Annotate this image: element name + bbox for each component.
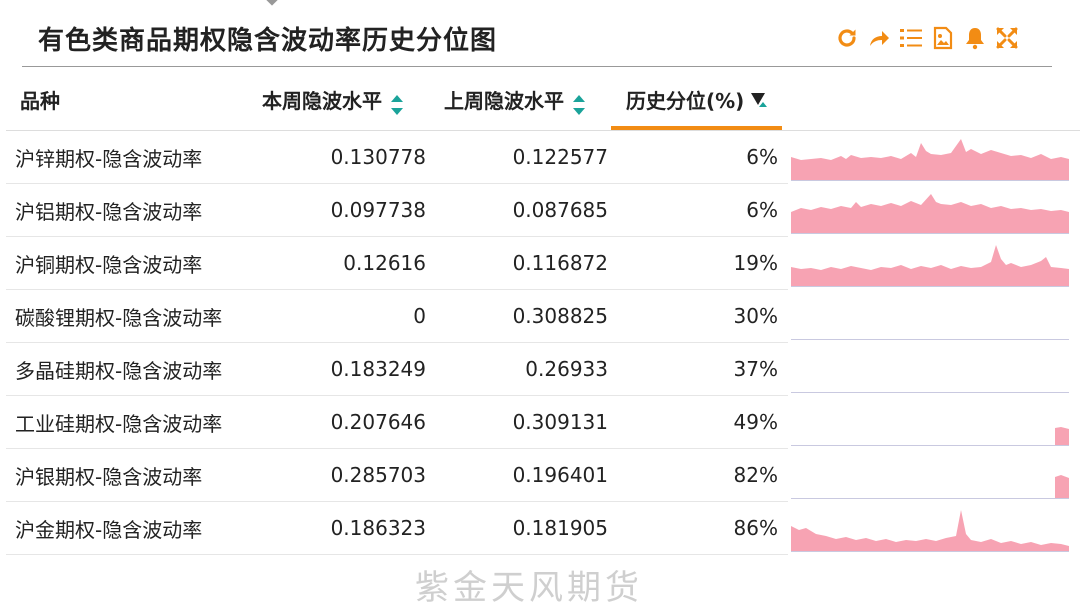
cell-current: 0.207646 — [330, 410, 426, 434]
cell-percentile: 30% — [733, 304, 778, 328]
cell-current: 0.186323 — [330, 516, 426, 540]
row-background — [6, 290, 788, 342]
cell-name: 碳酸锂期权-隐含波动率 — [15, 305, 223, 330]
column-header-percentile-label: 历史分位(%) — [626, 88, 745, 113]
chart-header: 有色类商品期权隐含波动率历史分位图 — [0, 0, 1080, 67]
sparkline-area — [791, 194, 1069, 234]
table-row[interactable]: 沪银期权-隐含波动率 0.285703 0.196401 82% — [0, 449, 1080, 502]
row-background — [6, 449, 788, 501]
sparkline-area — [1055, 475, 1069, 499]
list-icon[interactable] — [898, 24, 924, 52]
sparkline — [791, 135, 1069, 181]
cell-previous: 0.087685 — [512, 198, 608, 222]
cell-percentile: 6% — [746, 198, 778, 222]
cell-current: 0.183249 — [330, 357, 426, 381]
cell-current: 0.285703 — [330, 463, 426, 487]
row-background — [6, 396, 788, 448]
table-row[interactable]: 碳酸锂期权-隐含波动率 0 0.308825 30% — [0, 290, 1080, 343]
sparkline-area — [791, 139, 1069, 181]
watermark: 紫金天风期货 — [415, 568, 643, 608]
refresh-icon[interactable] — [834, 24, 860, 52]
header-divider — [22, 66, 1052, 67]
page-title: 有色类商品期权隐含波动率历史分位图 — [38, 26, 498, 56]
cell-name: 多晶硅期权-隐含波动率 — [15, 358, 223, 383]
cell-percentile: 82% — [733, 463, 778, 487]
row-divider — [6, 342, 788, 343]
sparkline — [791, 188, 1069, 234]
table-body: 沪锌期权-隐含波动率 0.130778 0.122577 6% 沪铝期权-隐含波… — [0, 131, 1080, 555]
row-divider — [6, 236, 788, 237]
row-background — [6, 184, 788, 236]
cell-current: 0 — [413, 304, 426, 328]
cell-name: 沪银期权-隐含波动率 — [15, 464, 203, 489]
table-row[interactable]: 沪锌期权-隐含波动率 0.130778 0.122577 6% — [0, 131, 1080, 184]
sparkline — [791, 453, 1069, 499]
cell-current: 0.130778 — [330, 145, 426, 169]
column-header-current-label: 本周隐波水平 — [262, 88, 382, 113]
bell-icon[interactable] — [962, 24, 988, 52]
sparkline-area — [791, 510, 1069, 552]
cell-name: 沪铜期权-隐含波动率 — [15, 252, 203, 277]
column-header-name-label: 品种 — [20, 88, 60, 113]
column-header-percentile[interactable]: 历史分位(%) — [626, 67, 768, 131]
column-header-name: 品种 — [20, 67, 60, 131]
cell-current: 0.12616 — [343, 251, 426, 275]
table-header-divider — [6, 130, 1080, 131]
cell-percentile: 86% — [733, 516, 778, 540]
sparkline — [791, 347, 1069, 393]
sort-descending-icon[interactable] — [748, 89, 768, 109]
cell-previous: 0.308825 — [512, 304, 608, 328]
row-divider — [6, 395, 788, 396]
table-row[interactable]: 沪铜期权-隐含波动率 0.12616 0.116872 19% — [0, 237, 1080, 290]
table-row[interactable]: 工业硅期权-隐含波动率 0.207646 0.309131 49% — [0, 396, 1080, 449]
cell-percentile: 37% — [733, 357, 778, 381]
sparkline — [791, 294, 1069, 340]
image-icon[interactable] — [930, 24, 956, 52]
share-icon[interactable] — [866, 24, 892, 52]
sort-icon[interactable] — [572, 92, 586, 118]
column-header-previous-label: 上周隐波水平 — [444, 88, 564, 113]
sparkline — [791, 241, 1069, 287]
table-row[interactable]: 沪金期权-隐含波动率 0.186323 0.181905 86% — [0, 502, 1080, 555]
cell-percentile: 19% — [733, 251, 778, 275]
cell-name: 沪金期权-隐含波动率 — [15, 517, 203, 542]
cell-previous: 0.196401 — [512, 463, 608, 487]
cell-percentile: 49% — [733, 410, 778, 434]
active-sort-underline — [611, 126, 782, 130]
cell-current: 0.097738 — [330, 198, 426, 222]
row-divider — [6, 554, 788, 555]
sparkline — [791, 506, 1069, 552]
row-divider — [6, 289, 788, 290]
cell-previous: 0.122577 — [512, 145, 608, 169]
cell-name: 沪铝期权-隐含波动率 — [15, 199, 203, 224]
toolbar — [834, 24, 1020, 56]
row-background — [6, 237, 788, 289]
row-divider — [6, 183, 788, 184]
column-header-previous[interactable]: 上周隐波水平 — [444, 67, 586, 131]
cell-name: 沪锌期权-隐含波动率 — [15, 146, 203, 171]
sparkline-area — [791, 245, 1069, 287]
row-background — [6, 343, 788, 395]
column-header-current[interactable]: 本周隐波水平 — [262, 67, 404, 131]
cell-previous: 0.116872 — [512, 251, 608, 275]
row-background — [6, 131, 788, 183]
table-row[interactable]: 多晶硅期权-隐含波动率 0.183249 0.26933 37% — [0, 343, 1080, 396]
table-row[interactable]: 沪铝期权-隐含波动率 0.097738 0.087685 6% — [0, 184, 1080, 237]
row-divider — [6, 501, 788, 502]
cell-name: 工业硅期权-隐含波动率 — [15, 411, 223, 436]
sparkline — [791, 400, 1069, 446]
cell-percentile: 6% — [746, 145, 778, 169]
cell-previous: 0.309131 — [512, 410, 608, 434]
row-background — [6, 502, 788, 554]
cell-previous: 0.181905 — [512, 516, 608, 540]
row-divider — [6, 448, 788, 449]
sort-icon[interactable] — [390, 92, 404, 118]
table-header: 品种 本周隐波水平 上周隐波水平 历史分位(%) — [0, 67, 1080, 131]
cell-previous: 0.26933 — [525, 357, 608, 381]
fullscreen-icon[interactable] — [994, 24, 1020, 52]
sparkline-area — [1055, 427, 1069, 446]
